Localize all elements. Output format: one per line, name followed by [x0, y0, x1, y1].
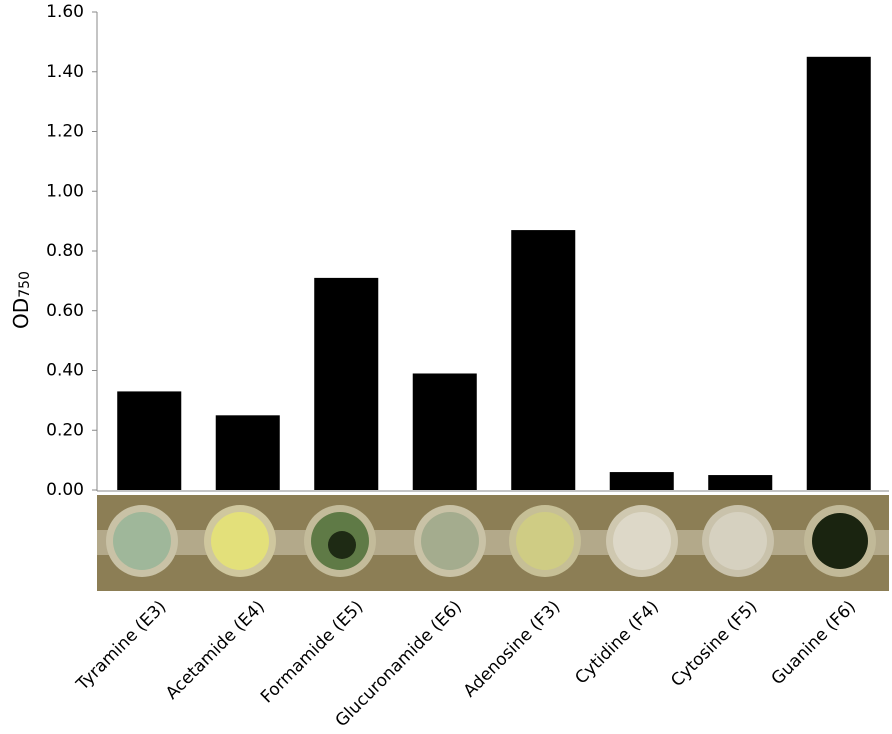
y-tick-label: 0.40	[46, 361, 84, 381]
y-tick-label: 1.00	[46, 181, 84, 201]
y-axis-label: OD750	[9, 271, 34, 329]
y-tick-label: 1.20	[46, 122, 84, 142]
bar	[609, 472, 674, 490]
bar	[215, 415, 280, 490]
y-label-main: OD	[9, 298, 33, 329]
plate-photo	[97, 495, 889, 591]
y-tick-label: 1.40	[46, 62, 84, 82]
x-tick-label: Cytosine (F5)	[667, 597, 761, 691]
bar	[511, 230, 576, 490]
x-tick-label: Adenosine (F3)	[460, 597, 565, 702]
well-content	[421, 512, 479, 570]
x-tick-label: Guanine (F6)	[768, 597, 860, 689]
bar	[314, 277, 379, 490]
y-tick-label: 0.80	[46, 241, 84, 261]
well-content	[516, 512, 574, 570]
x-tick-label: Acetamide (E4)	[162, 597, 269, 704]
well-content	[812, 513, 868, 569]
well-content	[709, 512, 767, 570]
well-content	[613, 512, 671, 570]
bar	[806, 56, 871, 490]
well-spot	[328, 531, 356, 559]
y-tick-label: 0.60	[46, 301, 84, 321]
y-tick-label: 0.20	[46, 420, 84, 440]
y-tick-label: 1.60	[46, 2, 84, 22]
x-tick-label: Cytidine (F4)	[571, 597, 662, 688]
x-tick-label: Tyramine (E3)	[72, 597, 170, 695]
well-content	[113, 512, 171, 570]
bar	[117, 391, 182, 490]
y-tick-label: 0.00	[46, 480, 84, 500]
well-content	[211, 512, 269, 570]
bar	[412, 373, 477, 490]
y-label-subscript: 750	[17, 271, 33, 298]
bar	[708, 475, 773, 490]
x-tick-label: Formamide (E5)	[257, 597, 367, 707]
